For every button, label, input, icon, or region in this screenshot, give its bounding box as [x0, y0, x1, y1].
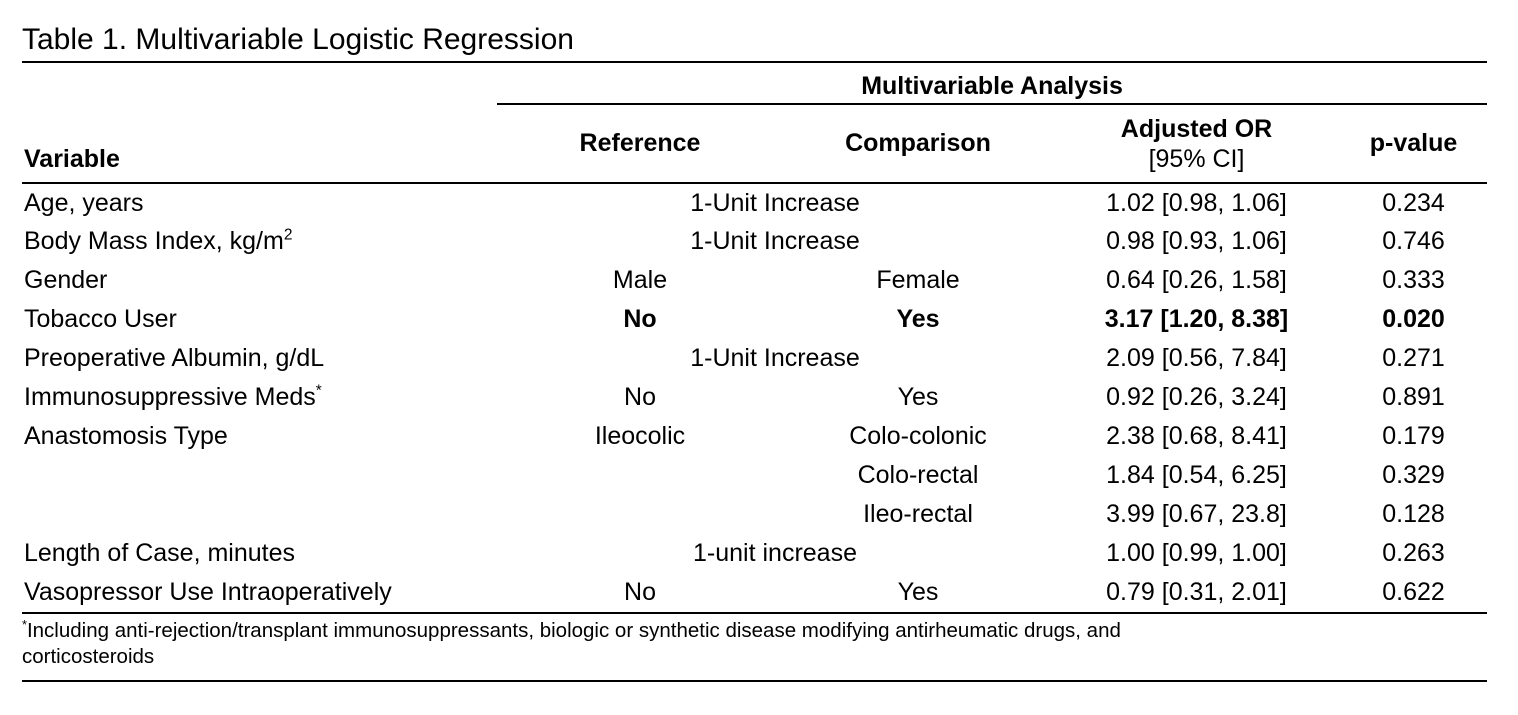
regression-table: Multivariable Analysis Variable Referenc… — [22, 63, 1488, 612]
table-row: Length of Case, minutes 1-unit increase 1.… — [22, 534, 1487, 573]
column-header-row: Variable Reference Comparison Adjusted O… — [22, 104, 1488, 184]
variable-cell: Immunosuppressive Meds* — [24, 382, 322, 411]
column-header-reference: Reference — [497, 104, 783, 184]
table-header: Multivariable Analysis Variable Referenc… — [22, 63, 1488, 184]
reference-cell — [497, 495, 783, 534]
column-header-p-value: p-value — [1340, 104, 1488, 184]
group-header-spacer — [22, 63, 497, 104]
variable-cell: Gender — [24, 266, 108, 294]
comparison-cell: Yes — [896, 305, 940, 333]
variable-superscript: * — [315, 382, 322, 400]
variable-cell: Length of Case, minutes — [24, 539, 295, 567]
comparison-cell: Colo-colonic — [849, 422, 987, 450]
adjusted-or-cell: 3.17 [1.20, 8.38] — [1104, 305, 1289, 333]
column-header-comparison: Comparison — [783, 104, 1053, 184]
p-value-cell: 0.128 — [1382, 500, 1445, 528]
column-header-variable: Variable — [22, 104, 497, 184]
adjusted-or-cell: 1.02 [0.98, 1.06] — [1106, 188, 1287, 217]
adjusted-or-cell: 1.84 [0.54, 6.25] — [1106, 461, 1287, 489]
table-row: Colo-rectal 1.84 [0.54, 6.25] 0.329 — [22, 456, 1487, 495]
table-body: Age, years 1-Unit Increase 1.02 [0.98, 1.0… — [22, 183, 1487, 612]
comparison-cell: Yes — [897, 383, 939, 411]
reference-comparison-cell: 1-Unit Increase — [690, 227, 860, 255]
p-value-cell: 0.263 — [1382, 539, 1445, 567]
comparison-cell: Female — [876, 266, 960, 294]
adjusted-or-label: Adjusted OR — [1120, 114, 1273, 143]
reference-comparison-cell: 1-Unit Increase — [690, 188, 860, 217]
reference-cell: Male — [612, 266, 668, 294]
table-row: Body Mass Index, kg/m2 1-Unit Increase 0.9… — [22, 222, 1487, 261]
table-title: Table 1. Multivariable Logistic Regressi… — [22, 24, 1487, 63]
footnote: *Including anti-rejection/transplant imm… — [22, 612, 1487, 682]
table-row: Tobacco User No Yes 3.17 [1.20, 8.38] 0.020 — [22, 300, 1487, 339]
table-row: Ileo-rectal 3.99 [0.67, 23.8] 0.128 — [22, 495, 1487, 534]
footnote-text-line2: corticosteroids — [22, 645, 155, 668]
adjusted-or-cell: 0.79 [0.31, 2.01] — [1106, 578, 1287, 606]
table-row: Age, years 1-Unit Increase 1.02 [0.98, 1.0… — [22, 183, 1487, 222]
adjusted-or-cell: 2.38 [0.68, 8.41] — [1106, 422, 1287, 450]
reference-comparison-cell: 1-Unit Increase — [690, 344, 860, 372]
reference-comparison-cell: 1-unit increase — [693, 539, 857, 567]
variable-superscript: 2 — [283, 226, 293, 244]
adjusted-or-cell: 2.09 [0.56, 7.84] — [1106, 344, 1287, 372]
reference-cell: Ileocolic — [594, 422, 686, 450]
adjusted-or-cell: 0.98 [0.93, 1.06] — [1106, 227, 1287, 255]
variable-cell: Tobacco User — [24, 305, 177, 333]
comparison-cell: Yes — [897, 578, 939, 606]
p-value-cell: 0.179 — [1382, 422, 1445, 450]
column-header-adjusted-or: Adjusted OR [95% CI] — [1053, 104, 1340, 184]
p-value-cell: 0.020 — [1382, 305, 1445, 333]
table-row: Immunosuppressive Meds* No Yes 0.92 [0.26, … — [22, 378, 1487, 417]
variable-cell — [22, 495, 497, 534]
reference-cell: No — [624, 578, 656, 606]
reference-cell — [497, 456, 783, 495]
adjusted-or-cell: 1.00 [0.99, 1.00] — [1106, 539, 1287, 567]
table-row: Preoperative Albumin, g/dL 1-Unit Increas… — [22, 339, 1487, 378]
p-value-cell: 0.329 — [1382, 461, 1445, 489]
variable-cell: Vasopressor Use Intraoperatively — [24, 578, 392, 606]
adjusted-or-cell: 0.92 [0.26, 3.24] — [1106, 383, 1287, 411]
p-value-cell: 0.333 — [1382, 266, 1445, 294]
comparison-cell: Colo-rectal — [857, 461, 979, 489]
table-row: Anastomosis Type Ileocolic Colo-colonic 2.3… — [22, 417, 1487, 456]
group-header-multivariable-analysis: Multivariable Analysis — [497, 63, 1488, 105]
footnote-text-line1: Including anti-rejection/transplant immu… — [26, 619, 1121, 642]
p-value-cell: 0.271 — [1382, 344, 1445, 372]
p-value-cell: 0.234 — [1382, 188, 1445, 217]
table-row: Vasopressor Use Intraoperatively No Yes 0.7… — [22, 573, 1487, 612]
table-row: Gender Male Female 0.64 [0.26, 1.58] 0.333 — [22, 261, 1487, 300]
adjusted-or-cell: 0.64 [0.26, 1.58] — [1106, 266, 1287, 294]
variable-cell: Anastomosis Type — [24, 422, 228, 450]
variable-cell: Age, years — [24, 188, 144, 217]
table-figure: Table 1. Multivariable Logistic Regressi… — [22, 24, 1488, 682]
comparison-cell: Ileo-rectal — [863, 500, 973, 528]
group-header-row: Multivariable Analysis — [22, 63, 1488, 105]
p-value-cell: 0.746 — [1382, 227, 1445, 255]
variable-cell: Preoperative Albumin, g/dL — [24, 344, 325, 372]
adjusted-or-cell: 3.99 [0.67, 23.8] — [1106, 500, 1287, 528]
ci-label: [95% CI] — [1148, 144, 1245, 173]
p-value-cell: 0.891 — [1382, 383, 1445, 411]
p-value-cell: 0.622 — [1382, 578, 1445, 606]
variable-cell — [22, 456, 497, 495]
reference-cell: No — [623, 305, 657, 333]
footnote-marker: * — [22, 617, 27, 633]
reference-cell: No — [624, 383, 656, 411]
variable-cell: Body Mass Index, kg/m2 — [24, 226, 293, 255]
